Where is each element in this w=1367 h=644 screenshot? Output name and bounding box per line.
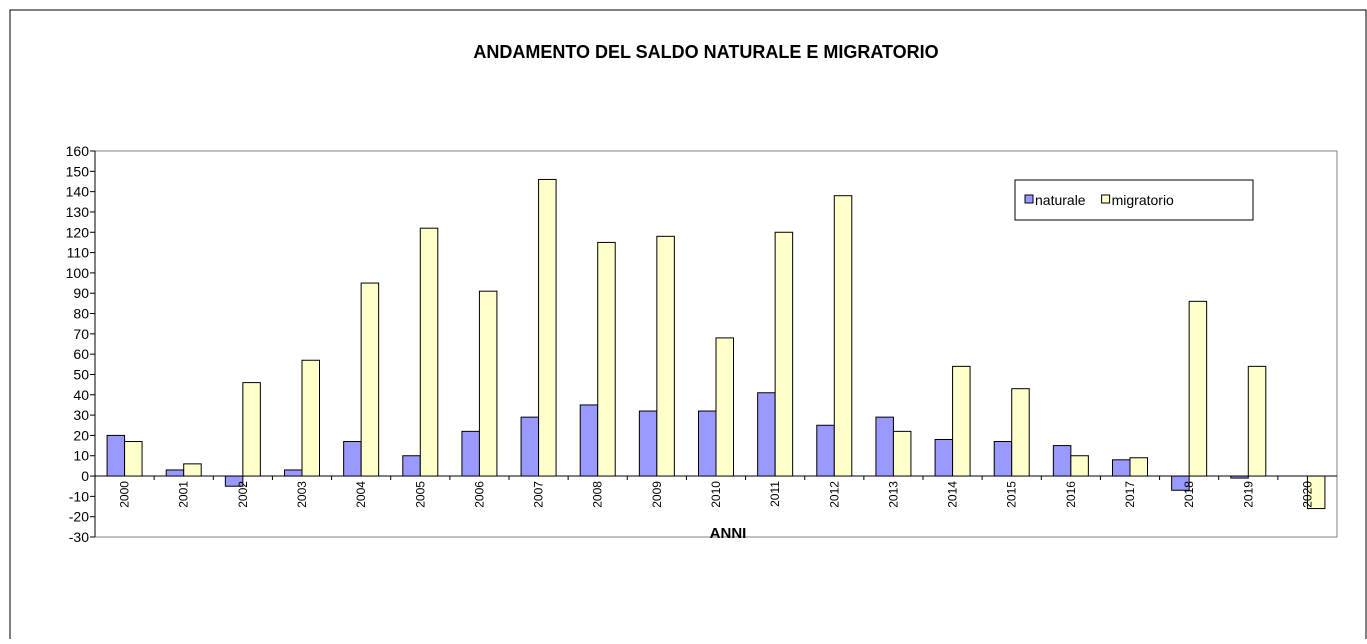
bar [343, 441, 362, 477]
y-tick-label: -10 [69, 488, 89, 504]
y-tick-label: -20 [69, 509, 89, 525]
y-tick-label: 110 [67, 245, 90, 261]
bar [638, 410, 658, 477]
y-tick-label: 90 [73, 285, 89, 301]
bar [875, 416, 894, 477]
bar [1052, 445, 1072, 477]
legend-label: naturale [1035, 192, 1086, 208]
x-tick-label: 2009 [650, 481, 664, 508]
y-tick-label: 120 [66, 224, 90, 240]
x-tick-label: 2002 [236, 481, 250, 508]
bar [520, 416, 540, 477]
bar [892, 430, 912, 477]
bar [360, 282, 380, 477]
bar [579, 404, 599, 477]
bar [952, 365, 971, 477]
bar [774, 231, 794, 477]
bar [934, 438, 954, 477]
x-tick-label: 2016 [1064, 481, 1078, 508]
y-tick-label: 0 [81, 468, 89, 484]
bar [1129, 457, 1148, 477]
legend-label: migratorio [1112, 192, 1174, 208]
bar [106, 434, 126, 477]
x-tick-label: 2000 [118, 481, 132, 508]
bar [698, 410, 717, 477]
y-tick-label: 30 [73, 407, 89, 423]
y-tick-label: 70 [73, 326, 89, 342]
bar [419, 227, 439, 477]
x-tick-label: 2008 [591, 481, 605, 508]
y-tick-label: 40 [73, 387, 89, 403]
bar [165, 469, 185, 477]
y-tick-label: 10 [73, 448, 89, 464]
bar [715, 337, 734, 477]
bar [1112, 459, 1131, 477]
bar [1188, 300, 1208, 477]
y-tick-label: 60 [73, 346, 89, 362]
x-tick-label: 2014 [946, 481, 960, 508]
y-tick-label: 130 [66, 204, 90, 220]
bar [242, 382, 261, 477]
bar [402, 455, 421, 477]
x-tick-label: 2010 [709, 481, 723, 508]
bar [833, 195, 853, 477]
x-tick-label: 2019 [1241, 481, 1255, 508]
bar [597, 241, 616, 477]
x-tick-label: 2012 [827, 481, 841, 508]
bar [1070, 455, 1089, 477]
legend-box [1014, 179, 1254, 221]
bar [183, 463, 202, 477]
y-tick-label: 80 [73, 306, 89, 322]
x-tick-label: 2005 [413, 481, 427, 508]
x-tick-label: 2013 [886, 481, 900, 508]
x-tick-label: 2011 [768, 481, 782, 507]
bar [1230, 475, 1249, 479]
x-tick-label: 2020 [1300, 481, 1314, 508]
bar [478, 290, 498, 477]
bar [757, 392, 776, 477]
y-tick-label: -30 [69, 529, 89, 545]
x-tick-label: 2001 [177, 481, 191, 508]
bar [1011, 388, 1030, 477]
x-tick-label: 2007 [532, 481, 546, 508]
legend-swatch [1101, 194, 1111, 204]
bar [461, 430, 480, 477]
x-tick-label: 2018 [1182, 481, 1196, 508]
bar [124, 441, 143, 477]
x-axis-title: ANNI [710, 525, 747, 542]
x-tick-label: 2003 [295, 481, 309, 508]
bar [1171, 475, 1190, 491]
y-tick-label: 150 [66, 163, 90, 179]
bar [656, 235, 675, 477]
chart-title: ANDAMENTO DEL SALDO NATURALE E MIGRATORI… [473, 42, 938, 62]
y-tick-label: 50 [73, 366, 89, 382]
bar [1247, 365, 1267, 477]
x-tick-label: 2006 [472, 481, 486, 508]
x-tick-label: 2015 [1005, 481, 1019, 508]
y-tick-label: 20 [73, 427, 89, 443]
bar [284, 469, 303, 477]
bar [224, 475, 244, 487]
y-tick-label: 160 [66, 143, 90, 159]
y-tick-label: 100 [66, 265, 90, 281]
bar [301, 359, 320, 477]
bar [993, 441, 1013, 477]
bar [538, 178, 557, 477]
bar [1306, 475, 1326, 510]
x-tick-label: 2004 [354, 481, 368, 508]
legend-swatch [1024, 194, 1034, 204]
y-tick-label: 140 [66, 184, 90, 200]
x-tick-label: 2017 [1123, 481, 1137, 508]
bar [816, 424, 835, 477]
